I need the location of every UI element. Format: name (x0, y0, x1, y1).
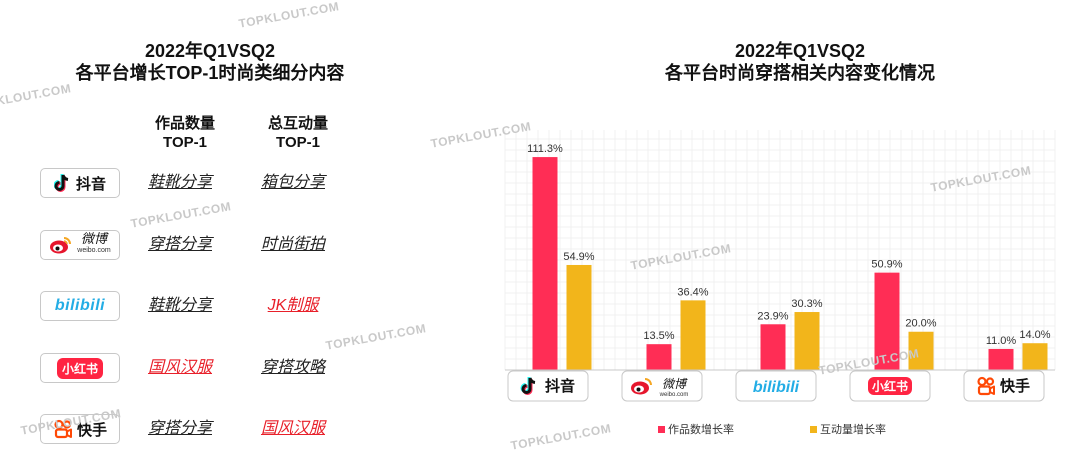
watermark: TOPKLOUT.COM (237, 0, 341, 31)
category-text-bilibili: bilibili (753, 379, 800, 396)
value-label-works-weibo: 13.5% (643, 330, 674, 342)
bar-interactions-douyin (566, 264, 592, 370)
xiaohongshu-interactions-top1: 穿搭攻略 (260, 359, 325, 376)
weibo-works-top1: 穿搭分享 (147, 236, 212, 253)
value-label-works-bilibili: 23.9% (757, 310, 788, 322)
bar-works-weibo (646, 344, 672, 370)
xiaohongshu-logo: 小红书 (40, 353, 120, 383)
column-header-works-line2: TOP-1 (163, 134, 207, 151)
bar-interactions-bilibili (794, 312, 820, 370)
value-label-interactions-douyin: 54.9% (563, 251, 594, 263)
value-label-works-xiaohongshu: 50.9% (871, 259, 902, 271)
platform-row-weibo: 微博 weibo.com 穿搭分享 时尚街拍 (40, 230, 380, 260)
watermark: TOPKLOUT.COM (324, 321, 428, 353)
value-label-works-kuaishou: 11.0% (986, 335, 1017, 347)
platform-row-bilibili: bilibili 鞋靴分享 JK制服 (40, 291, 380, 321)
value-label-works-douyin: 111.3% (527, 143, 563, 155)
left-title-line1: 2022年Q1VSQ2 (144, 41, 276, 61)
column-header-interactions-line1: 总互动量 (267, 115, 328, 132)
weibo-text: 微博 weibo.com (77, 231, 111, 257)
bilibili-logo: bilibili (40, 291, 120, 321)
bar-interactions-kuaishou (1022, 343, 1048, 370)
category-label-douyin: 抖音 (507, 370, 589, 402)
right-panel-title: 2022年Q1VSQ2 各平台时尚穿搭相关内容变化情况 (560, 40, 1040, 84)
bar-works-bilibili (760, 324, 786, 370)
bar-works-xiaohongshu (874, 272, 900, 370)
category-text-xiaohongshu: 小红书 (872, 379, 908, 394)
douyin-name: 抖音 (75, 175, 106, 193)
watermark: TOPKLOUT.COM (0, 81, 73, 113)
bar-interactions-weibo (680, 300, 706, 370)
value-label-interactions-bilibili: 30.3% (791, 298, 822, 310)
column-header-works: 作品数量 TOP-1 (140, 114, 230, 152)
bilibili-works-top1: 鞋靴分享 (147, 297, 212, 314)
category-label-xiaohongshu: 小红书 (849, 370, 931, 402)
category-text-weibo: 微博 (662, 377, 688, 391)
bar-works-kuaishou (988, 348, 1014, 370)
kuaishou-camera-icon (54, 419, 72, 439)
bar-interactions-xiaohongshu (908, 331, 934, 370)
legend-label-works: 作品数增长率 (668, 422, 734, 436)
weibo-name: 微博 (80, 231, 107, 246)
right-title-line1: 2022年Q1VSQ2 (734, 41, 866, 61)
bilibili-name: bilibili (54, 297, 106, 314)
douyin-logo: 抖音 (40, 168, 120, 198)
left-title-line2: 各平台增长TOP-1时尚类细分内容 (75, 63, 345, 83)
bilibili-interactions-top1: JK制服 (267, 297, 319, 314)
category-text-douyin: 抖音 (545, 377, 575, 395)
category-label-weibo: 微博 weibo.com (621, 370, 703, 402)
kuaishou-name: 快手 (76, 421, 107, 439)
douyin-note-icon (53, 174, 69, 192)
kuaishou-works-top1: 穿搭分享 (147, 420, 212, 437)
weibo-domain: weibo.com (77, 247, 111, 254)
douyin-works-top1: 鞋靴分享 (147, 174, 212, 191)
left-panel-title: 2022年Q1VSQ2 各平台增长TOP-1时尚类细分内容 (30, 40, 390, 84)
kuaishou-logo: 快手 (40, 414, 120, 444)
value-label-interactions-kuaishou: 14.0% (1019, 329, 1050, 341)
legend-swatch-works (658, 426, 665, 433)
xiaohongshu-works-top1: 国风汉服 (147, 359, 212, 376)
weibo-logo: 微博 weibo.com (40, 230, 120, 260)
category-label-kuaishou: 快手 (963, 370, 1045, 402)
column-header-interactions: 总互动量 TOP-1 (253, 114, 343, 152)
column-header-interactions-line2: TOP-1 (276, 134, 320, 151)
legend-label-interactions: 互动量增长率 (820, 422, 886, 436)
category-text-kuaishou: 快手 (1000, 377, 1030, 395)
right-title-line2: 各平台时尚穿搭相关内容变化情况 (665, 63, 935, 83)
platform-row-douyin: 抖音 鞋靴分享 箱包分享 (40, 168, 380, 198)
growth-bar-chart: 111.3% 54.9% 13.5% 36.4% 23.9%30.3% 50.9% 20.0… (504, 130, 1056, 436)
kuaishou-interactions-top1: 国风汉服 (260, 420, 325, 437)
bar-works-douyin (532, 157, 558, 370)
xiaohongshu-name: 小红书 (56, 357, 103, 379)
category-label-bilibili: bilibili (735, 370, 817, 402)
category-text-weibo-domain: weibo.com (659, 392, 689, 398)
chart-value-labels: 111.3% 54.9% 13.5% 36.4% 23.9%30.3% 50.9% 20.0… (527, 143, 1051, 347)
weibo-interactions-top1: 时尚街拍 (260, 236, 325, 253)
weibo-eye-icon (50, 237, 72, 254)
douyin-interactions-top1: 箱包分享 (260, 174, 325, 191)
platform-row-xiaohongshu: 小红书 国风汉服 穿搭攻略 (40, 353, 380, 383)
column-header-works-line1: 作品数量 (154, 115, 215, 132)
chart-bars (532, 157, 1048, 370)
platform-row-kuaishou: 快手 穿搭分享 国风汉服 (40, 414, 380, 444)
chart-legend: 作品数增长率 互动量增长率 (658, 422, 886, 436)
watermark: TOPKLOUT.COM (129, 199, 233, 231)
value-label-interactions-xiaohongshu: 20.0% (905, 318, 936, 330)
legend-swatch-interactions (810, 426, 817, 433)
value-label-interactions-weibo: 36.4% (677, 286, 708, 298)
